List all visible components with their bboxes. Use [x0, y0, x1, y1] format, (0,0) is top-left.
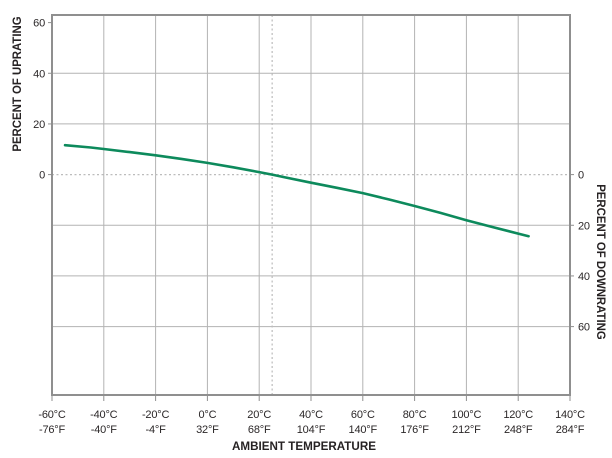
x-tick-label-fahrenheit: 68°F [248, 424, 271, 436]
x-tick-label-fahrenheit: 140°F [349, 424, 378, 436]
x-tick-label-celsius: 40°C [299, 409, 323, 421]
right-axis-tick-label: 0 [578, 170, 584, 182]
x-tick-label-fahrenheit: 212°F [452, 424, 481, 436]
left-axis-tick-label: 60 [33, 18, 45, 30]
x-tick-label-celsius: 140°C [555, 409, 585, 421]
x-tick-label-celsius: 20°C [247, 409, 271, 421]
x-tick-label-fahrenheit: 176°F [400, 424, 429, 436]
right-axis-title: PERCENT OF DOWNRATING [594, 184, 608, 340]
x-tick-label-celsius: 120°C [503, 409, 533, 421]
right-axis-tick-label: 60 [578, 322, 590, 334]
x-tick-label-celsius: 100°C [452, 409, 482, 421]
x-tick-label-fahrenheit: -4°F [146, 424, 167, 436]
x-tick-label-fahrenheit: 248°F [504, 424, 533, 436]
x-axis-title: AMBIENT TEMPERATURE [232, 439, 376, 453]
left-axis-tick-label: 20 [33, 119, 45, 131]
plot-border [51, 14, 571, 396]
left-axis-title: PERCENT OF UPRATING [10, 16, 24, 152]
x-tick-label-fahrenheit: 104°F [297, 424, 326, 436]
x-tick-label-fahrenheit: -40°F [91, 424, 117, 436]
x-tick-label-fahrenheit: 284°F [556, 424, 585, 436]
x-tick-label-celsius: 80°C [403, 409, 427, 421]
left-axis-tick-label: 0 [39, 170, 45, 182]
x-tick-label-celsius: -20°C [142, 409, 169, 421]
x-tick-label-celsius: -60°C [38, 409, 65, 421]
x-tick-label-celsius: -40°C [90, 409, 117, 421]
left-axis-tick-label: 40 [33, 68, 45, 80]
right-axis-tick-label: 40 [578, 271, 590, 283]
right-axis-tick-label: 20 [578, 220, 590, 232]
x-tick-label-celsius: 60°C [351, 409, 375, 421]
x-tick-label-celsius: 0°C [198, 409, 216, 421]
x-tick-label-fahrenheit: -76°F [39, 424, 65, 436]
uprating-downrating-curve [63, 143, 530, 238]
x-tick-label-fahrenheit: 32°F [196, 424, 219, 436]
